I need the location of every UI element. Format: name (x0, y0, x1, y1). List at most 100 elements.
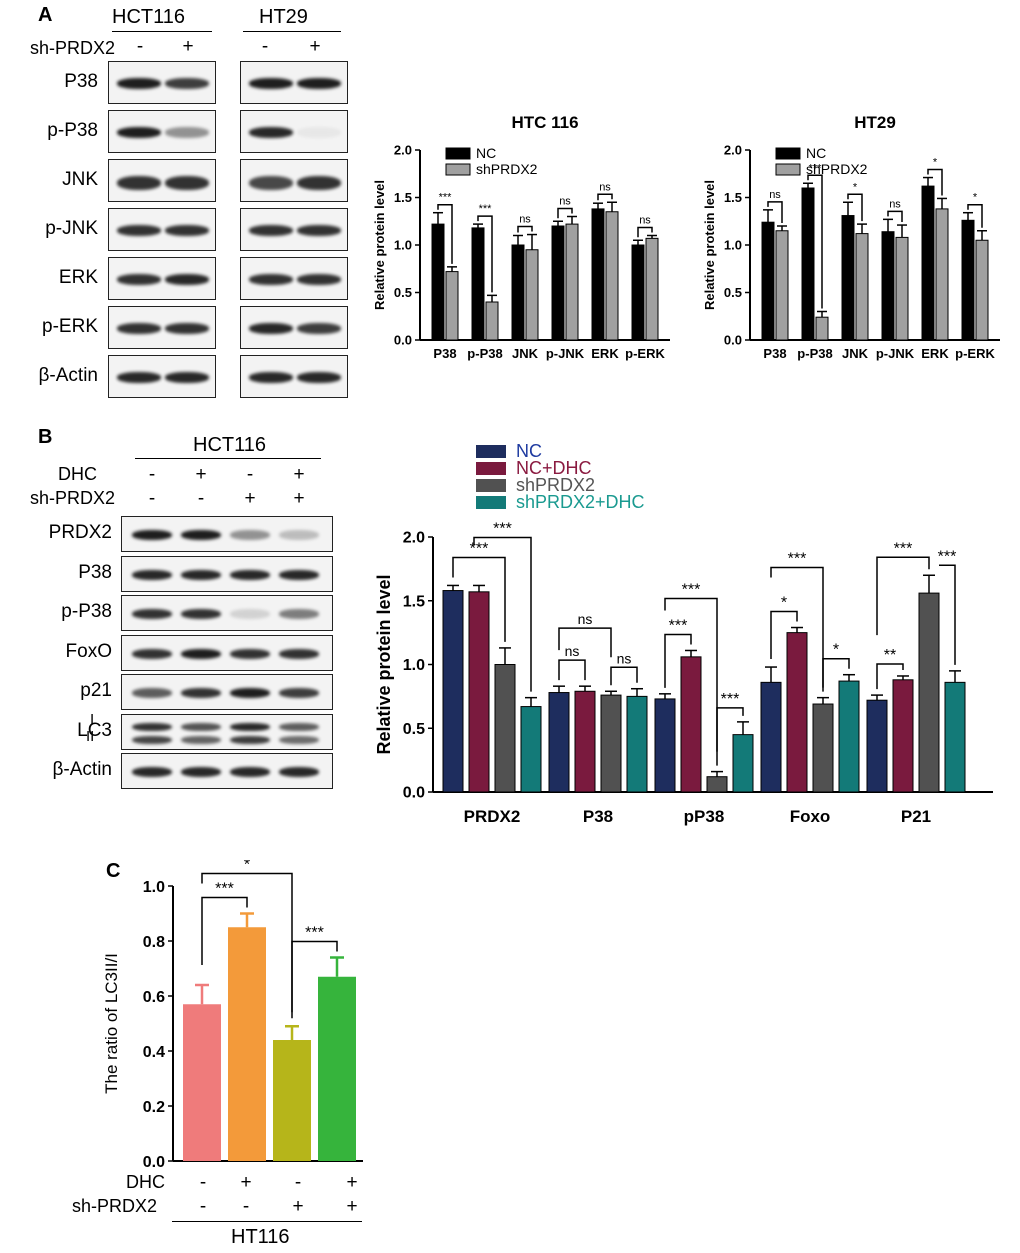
sign-plus: + (182, 36, 194, 57)
significance-label: *** (894, 540, 913, 557)
significance-bracket (291, 940, 338, 1013)
bar (605, 211, 619, 341)
significance-label: *** (669, 617, 688, 634)
significance-label: *** (479, 203, 493, 215)
blot-band (230, 735, 270, 744)
cell-line-ht116: HT116 (231, 1226, 290, 1248)
significance-bracket (967, 203, 983, 228)
blot-band (117, 372, 161, 383)
blot-band (132, 609, 172, 619)
blot-band (230, 722, 270, 731)
bar (944, 681, 966, 793)
blot-band (249, 323, 293, 334)
significance-bracket (876, 663, 904, 690)
blot-row-label: p-JNK (45, 218, 98, 239)
blot-band (165, 78, 209, 89)
significance-label: *** (682, 581, 701, 598)
significance-bracket (847, 193, 863, 222)
cell-line-underline (135, 458, 321, 459)
legend-swatch (445, 147, 471, 160)
blot-row-label: p-P38 (61, 601, 112, 622)
blot-row-label: β-Actin (52, 759, 113, 780)
blot-strip (121, 634, 333, 671)
x-tick-label: p-P38 (797, 346, 832, 361)
blot-row-label: p-P38 (47, 120, 98, 141)
blot-row-label: PRDX2 (48, 522, 112, 543)
bar (812, 703, 834, 793)
blot-strip (240, 257, 348, 300)
y-axis-label: Relative protein level (372, 180, 387, 310)
blot-band (279, 767, 319, 777)
blot-strip (240, 159, 348, 202)
significance-bracket (887, 210, 903, 223)
lc3-sub-label: I (90, 710, 95, 728)
sign: - (199, 1172, 207, 1193)
y-tick-label: 0.0 (724, 333, 742, 348)
blot-band (297, 225, 341, 236)
x-tick-label: p-JNK (546, 346, 585, 361)
blot-strip (108, 61, 216, 104)
blot-band (249, 372, 293, 383)
significance-label: ns (889, 198, 901, 210)
blot-strip (108, 110, 216, 153)
sign: - (197, 488, 205, 509)
x-tick-label: p-ERK (625, 346, 665, 361)
x-tick-label: P38 (583, 807, 613, 826)
significance-label: *** (788, 551, 807, 568)
legend-label: shPRDX2+DHC (516, 492, 645, 512)
blot-band (297, 323, 341, 334)
significance-label: * (244, 860, 250, 874)
significance-bracket (597, 193, 613, 201)
treatment-label-dhc: DHC (126, 1172, 165, 1192)
bar (841, 215, 855, 341)
blot-band (132, 688, 172, 698)
bar (318, 976, 356, 1161)
blot-strip (108, 208, 216, 251)
cell-line-underline (112, 31, 212, 32)
legend-swatch (476, 445, 506, 458)
blot-row-label: β-Actin (38, 365, 99, 386)
blot-row-label: JNK (62, 169, 98, 190)
significance-label: ns (617, 650, 632, 666)
blot-band (181, 569, 221, 580)
blot-band (230, 648, 270, 659)
y-tick-label: 0.0 (394, 333, 412, 348)
sign: - (246, 464, 254, 485)
blot-band (230, 530, 270, 540)
blot-strip (121, 555, 333, 592)
blot-strip (240, 306, 348, 349)
y-tick-label: 0.8 (143, 934, 165, 951)
blot-band (297, 78, 341, 89)
bar (565, 223, 579, 341)
blot-band (165, 176, 209, 190)
blot-band (165, 274, 209, 285)
significance-bracket (939, 564, 956, 665)
treatment-label-sh-prdx2: sh-PRDX2 (30, 488, 116, 508)
cell-line-hct116: HCT116 (112, 6, 185, 28)
significance-bracket (452, 556, 506, 642)
blot-strip (108, 355, 216, 398)
sign: + (293, 488, 305, 509)
significance-label: ns (578, 611, 593, 627)
bar (551, 225, 565, 341)
legend-swatch (775, 163, 801, 176)
blot-band (117, 323, 161, 334)
significance-label: *** (215, 881, 234, 898)
blot-band (165, 225, 209, 236)
blot-row-label: P38 (64, 71, 98, 92)
x-tick-label: p-JNK (876, 346, 915, 361)
x-tick-label: p-ERK (955, 346, 995, 361)
y-tick-label: 0.4 (143, 1044, 165, 1061)
blot-band (249, 274, 293, 285)
blot-band (297, 127, 341, 138)
panel-b-letter: B (38, 426, 53, 448)
bar (511, 244, 525, 341)
bar (801, 187, 815, 341)
legend-label: NC (806, 145, 826, 161)
sign: + (240, 1172, 252, 1193)
x-tick-label: P21 (901, 807, 931, 826)
sign: + (293, 464, 305, 485)
sign-minus: - (261, 36, 269, 57)
blot-band (117, 78, 161, 89)
y-tick-label: 1.5 (394, 190, 412, 205)
